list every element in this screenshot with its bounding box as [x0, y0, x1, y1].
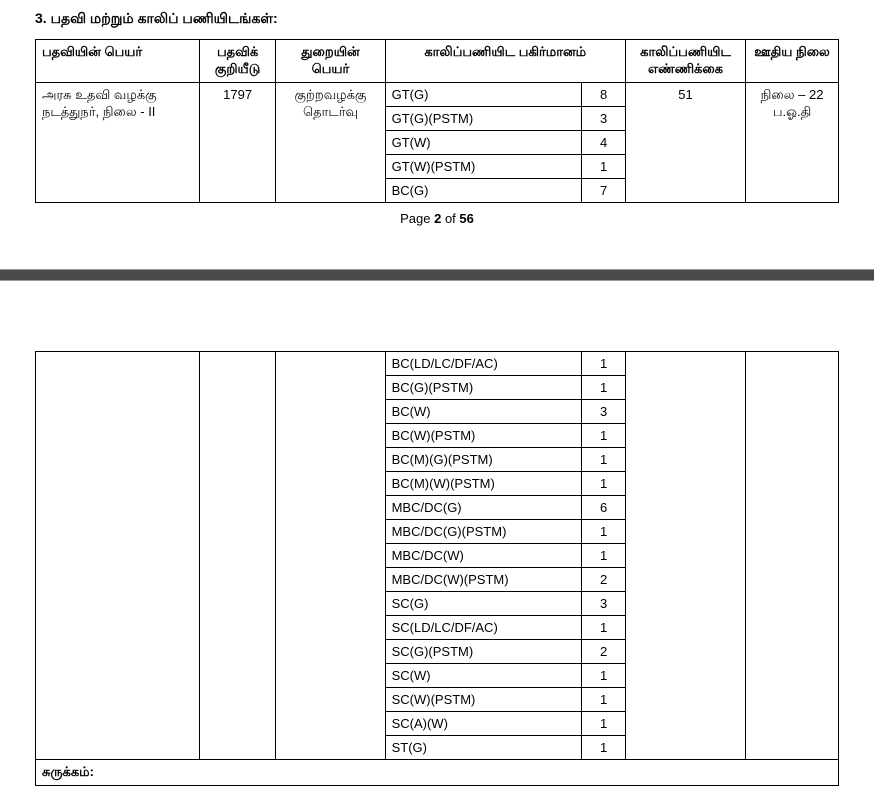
cell-vac-label: MBC/DC(G)(PSTM): [385, 520, 582, 544]
section-title: 3. பதவி மற்றும் காலிப் பணியிடங்கள்:: [35, 10, 839, 29]
header-vac-dist: காலிப்பணியிட பகிர்மானம்: [385, 40, 625, 83]
page-footer: Page 2 of 56: [35, 203, 839, 234]
cell-vac-count: 1: [582, 155, 626, 179]
cell-vac-label: BC(W)(PSTM): [385, 424, 582, 448]
cell-empty: [276, 352, 385, 760]
cell-vac-count: 1: [582, 448, 626, 472]
cell-vac-count: 3: [582, 592, 626, 616]
cell-vac-label: BC(W): [385, 400, 582, 424]
cell-vac-label: BC(G)(PSTM): [385, 376, 582, 400]
cell-vac-count: 1: [582, 424, 626, 448]
cell-empty: [625, 352, 745, 760]
table-row: அரசு உதவி வழக்கு நடத்துநர், நிலை - II179…: [36, 83, 839, 107]
cell-vac-label: MBC/DC(W)(PSTM): [385, 568, 582, 592]
header-dept-name: துறையின் பெயர்: [276, 40, 385, 83]
cell-vac-count: 1: [582, 616, 626, 640]
cell-dept-name: குற்றவழக்கு தொடர்வு: [276, 83, 385, 203]
cell-vac-label: MBC/DC(W): [385, 544, 582, 568]
cell-vac-count: 1: [582, 688, 626, 712]
cell-vac-count: 3: [582, 400, 626, 424]
cell-vac-label: MBC/DC(G): [385, 496, 582, 520]
page-separator: [0, 269, 874, 281]
cell-vac-label: SC(W)(PSTM): [385, 688, 582, 712]
header-vac-count: காலிப்பணியிட எண்ணிக்கை: [625, 40, 745, 83]
cell-vac-count: 2: [582, 568, 626, 592]
cell-pay-scale: நிலை – 22 ப.ஓ.தி: [746, 83, 839, 203]
cell-vac-label: GT(W)(PSTM): [385, 155, 582, 179]
cell-vac-count: 1: [582, 712, 626, 736]
table-header-row: பதவியின் பெயர் பதவிக் குறியீடு துறையின் …: [36, 40, 839, 83]
cell-post-code: 1797: [199, 83, 275, 203]
header-post-name: பதவியின் பெயர்: [36, 40, 200, 83]
cell-vac-label: ST(G): [385, 736, 582, 760]
cell-vac-label: GT(W): [385, 131, 582, 155]
cell-vac-count: 1: [582, 352, 626, 376]
page-top: 3. பதவி மற்றும் காலிப் பணியிடங்கள்: பதவி…: [0, 0, 874, 239]
cell-vac-label: BC(LD/LC/DF/AC): [385, 352, 582, 376]
cell-vac-label: SC(W): [385, 664, 582, 688]
table-row: BC(LD/LC/DF/AC)1: [36, 352, 839, 376]
cell-vac-count: 4: [582, 131, 626, 155]
cell-vac-count: 1: [582, 664, 626, 688]
cell-vac-count: 1: [582, 472, 626, 496]
table-summary-row: சுருக்கம்:: [36, 760, 839, 786]
vacancy-table: பதவியின் பெயர் பதவிக் குறியீடு துறையின் …: [35, 39, 839, 203]
cell-vac-label: BC(G): [385, 179, 582, 203]
cell-vac-count: 2: [582, 640, 626, 664]
cell-vac-label: GT(G)(PSTM): [385, 107, 582, 131]
section-number: 3.: [35, 10, 47, 26]
cell-vac-label: SC(A)(W): [385, 712, 582, 736]
cell-post-name: அரசு உதவி வழக்கு நடத்துநர், நிலை - II: [36, 83, 200, 203]
cell-vac-label: SC(G): [385, 592, 582, 616]
cell-vac-label: SC(G)(PSTM): [385, 640, 582, 664]
cell-vac-count: 1: [582, 736, 626, 760]
cell-vac-count: 3: [582, 107, 626, 131]
cell-total-vac: 51: [625, 83, 745, 203]
page-mid: of: [441, 211, 459, 226]
cell-empty: [199, 352, 275, 760]
cell-vac-count: 6: [582, 496, 626, 520]
cell-vac-label: SC(LD/LC/DF/AC): [385, 616, 582, 640]
page-total: 56: [459, 211, 473, 226]
cell-vac-count: 1: [582, 520, 626, 544]
cell-vac-count: 8: [582, 83, 626, 107]
cell-vac-label: GT(G): [385, 83, 582, 107]
cell-vac-label: BC(M)(W)(PSTM): [385, 472, 582, 496]
cell-vac-label: BC(M)(G)(PSTM): [385, 448, 582, 472]
cell-vac-count: 1: [582, 544, 626, 568]
summary-label: சுருக்கம்:: [36, 760, 839, 786]
table-body-bottom: BC(LD/LC/DF/AC)1 BC(G)(PSTM)1BC(W)3BC(W)…: [36, 352, 839, 760]
page-bottom: BC(LD/LC/DF/AC)1 BC(G)(PSTM)1BC(W)3BC(W)…: [0, 341, 874, 791]
cell-empty: [36, 352, 200, 760]
table-body-top: அரசு உதவி வழக்கு நடத்துநர், நிலை - II179…: [36, 83, 839, 203]
section-heading: பதவி மற்றும் காலிப் பணியிடங்கள்:: [51, 10, 278, 26]
cell-empty: [746, 352, 839, 760]
vacancy-table-continued: BC(LD/LC/DF/AC)1 BC(G)(PSTM)1BC(W)3BC(W)…: [35, 351, 839, 786]
cell-vac-count: 1: [582, 376, 626, 400]
cell-vac-count: 7: [582, 179, 626, 203]
page-prefix: Page: [400, 211, 434, 226]
header-post-code: பதவிக் குறியீடு: [199, 40, 275, 83]
header-pay-scale: ஊதிய நிலை: [746, 40, 839, 83]
